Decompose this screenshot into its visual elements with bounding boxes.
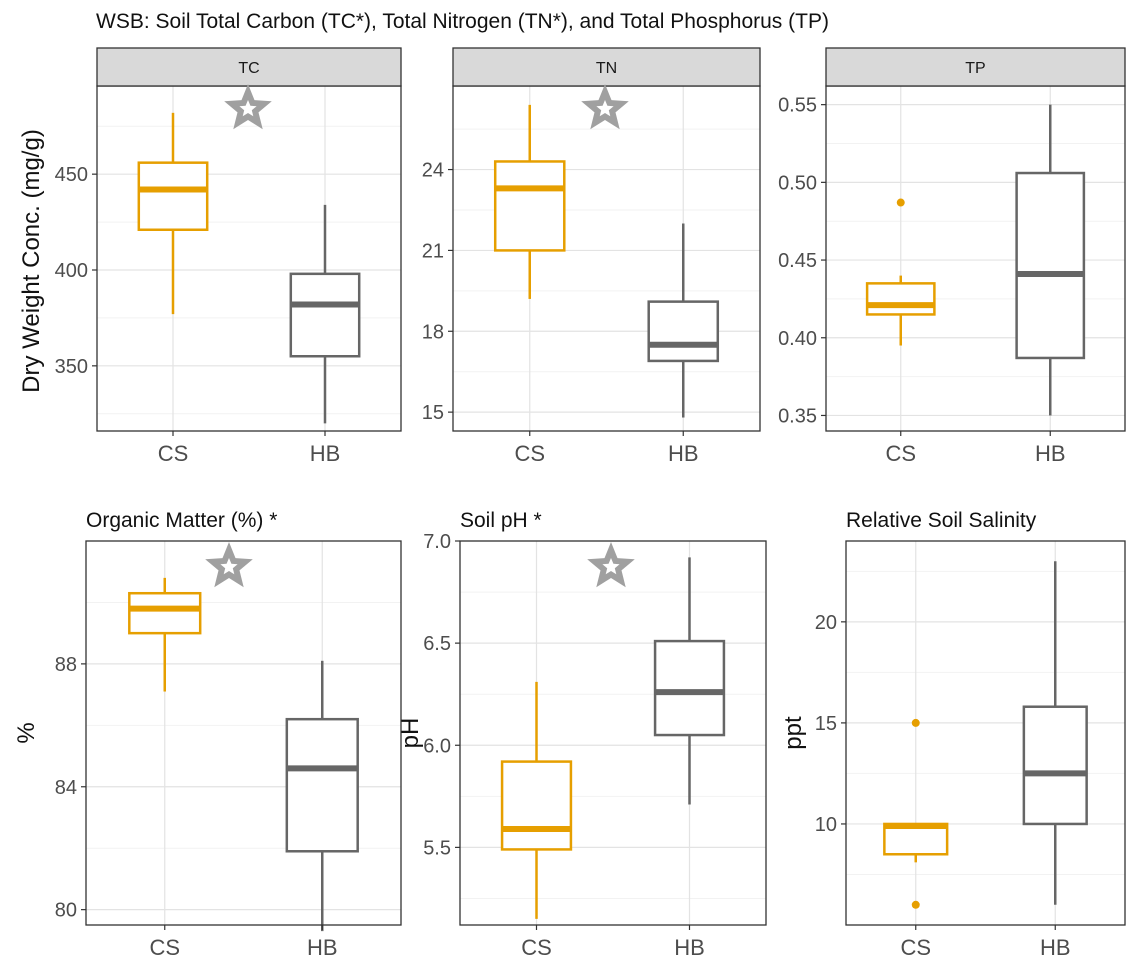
chart-panel-3: 0.35 0.40 0.45 0.50 0.55 CS HB TP [778, 47, 1126, 466]
x-tick-label: CS [514, 441, 545, 466]
facet-strip-label: TN [596, 60, 617, 77]
chart-panel-2: 15 18 21 24 CS HB TN [422, 47, 761, 466]
x-tick-label: HB [307, 935, 338, 960]
significance-star-center [602, 558, 620, 575]
box-cs [128, 577, 202, 692]
panel-title: Soil pH * [460, 509, 542, 532]
y-tick-label: 20 [815, 612, 837, 634]
shared-y-axis-label: Dry Weight Conc. (mg/g) [18, 129, 45, 393]
x-tick-label: CS [900, 935, 931, 960]
facet-strip-label: TP [965, 60, 985, 77]
y-tick-label: 80 [55, 900, 77, 922]
y-tick-label: 450 [55, 164, 88, 186]
y-tick-label: 6.5 [423, 633, 451, 655]
x-tick-label: HB [1035, 441, 1066, 466]
panel-border [85, 540, 402, 926]
chart-panel-5: 5.5 6.0 6.5 7.0 CS HB Soil pH * pH [397, 509, 767, 960]
box-iqr [647, 300, 720, 363]
box-iqr [285, 717, 359, 853]
y-tick-label: 0.45 [778, 250, 817, 272]
significance-star-center [596, 100, 614, 117]
box-iqr [289, 272, 361, 358]
x-tick-label: HB [674, 935, 705, 960]
panel-border [845, 540, 1126, 926]
y-tick-label: 0.50 [778, 172, 817, 194]
box-iqr [653, 639, 726, 737]
outlier-point [911, 900, 920, 909]
y-tick-label: 7.0 [423, 531, 451, 553]
box-cs [865, 198, 936, 346]
y-axis-label: pH [397, 718, 424, 749]
y-tick-label: 10 [815, 814, 837, 836]
y-tick-label: 400 [55, 260, 88, 282]
box-iqr [493, 160, 566, 252]
outlier-point [896, 198, 905, 207]
y-tick-label: 6.0 [423, 735, 451, 757]
y-tick-label: 350 [55, 356, 88, 378]
y-tick-label: 0.55 [778, 95, 817, 117]
x-tick-label: CS [149, 935, 180, 960]
x-tick-label: HB [668, 441, 699, 466]
chart-panels: 350 400 450 CS HB TC 15 18 21 24 CS HB TN 0.35 0.40 0.4… [13, 47, 1126, 960]
box-hb [647, 223, 720, 418]
panel-border [459, 540, 767, 926]
y-axis-label: % [13, 722, 40, 743]
panel-title: Relative Soil Salinity [846, 509, 1037, 532]
y-tick-label: 15 [815, 713, 837, 735]
chart-panel-4: 80 84 88 CS HB Organic Matter (%) *% [13, 509, 402, 960]
box-cs [500, 681, 573, 919]
y-tick-label: 5.5 [423, 837, 451, 859]
chart-panel-1: 350 400 450 CS HB TC [55, 47, 402, 466]
box-hb [1015, 104, 1086, 416]
box-hb [1022, 561, 1088, 905]
box-iqr [883, 822, 949, 856]
box-cs [883, 718, 949, 909]
plot-area [97, 86, 401, 431]
box-iqr [1022, 705, 1088, 826]
box-iqr [500, 760, 573, 851]
y-tick-label: 84 [55, 777, 77, 799]
panel-title: Organic Matter (%) * [86, 509, 277, 532]
box-cs [137, 112, 209, 315]
box-cs [493, 104, 566, 299]
box-hb [653, 557, 726, 805]
outlier-point [911, 718, 920, 727]
significance-star-center [239, 100, 257, 117]
box-iqr [865, 282, 936, 316]
x-tick-label: HB [1040, 935, 1071, 960]
x-tick-label: CS [521, 935, 552, 960]
y-tick-label: 88 [55, 654, 77, 676]
y-tick-label: 18 [422, 321, 444, 343]
significance-star-center [220, 558, 238, 575]
x-tick-label: CS [885, 441, 916, 466]
y-tick-label: 0.40 [778, 328, 817, 350]
plot-area [453, 86, 760, 431]
facet-strip-label: TC [238, 60, 259, 77]
y-tick-label: 21 [422, 240, 444, 262]
box-iqr [1015, 171, 1086, 360]
figure-title: WSB: Soil Total Carbon (TC*), Total Nitr… [96, 10, 829, 33]
y-tick-label: 24 [422, 160, 444, 182]
y-tick-label: 15 [422, 402, 444, 424]
box-iqr [128, 591, 202, 635]
box-hb [285, 660, 359, 932]
facet-strip [96, 47, 402, 87]
facet-strip [825, 47, 1126, 87]
chart-panel-6: 10 15 20 CS HB Relative Soil Salinity ppt [780, 509, 1126, 960]
y-axis-label: ppt [780, 716, 807, 750]
box-hb [289, 204, 361, 424]
x-tick-label: HB [310, 441, 341, 466]
box-iqr [137, 161, 209, 232]
x-tick-label: CS [158, 441, 189, 466]
y-tick-label: 0.35 [778, 405, 817, 427]
facet-strip [452, 47, 761, 87]
